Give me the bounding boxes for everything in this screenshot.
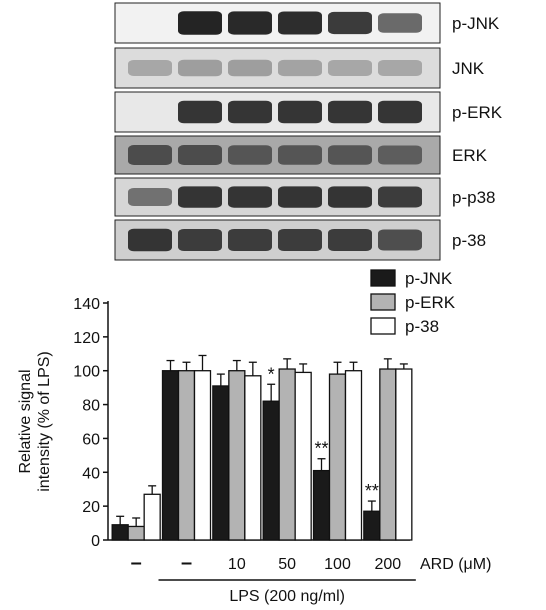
blot-band bbox=[128, 60, 172, 76]
legend-label-0: p-JNK bbox=[405, 269, 453, 288]
bar-p-jnk-1 bbox=[161, 370, 180, 541]
blot-band bbox=[378, 186, 422, 208]
blot-band bbox=[278, 229, 322, 251]
legend-swatch-0 bbox=[370, 269, 396, 287]
western-blot-panel: p-JNK JNK p-ERK ERK p-p38 p-38 bbox=[114, 2, 503, 261]
legend-swatch-2 bbox=[370, 317, 396, 335]
legend-swatch-1 bbox=[370, 293, 396, 311]
blot-band bbox=[178, 229, 222, 251]
bar-p-erk-0 bbox=[127, 525, 145, 541]
y-tick-label: 40 bbox=[82, 465, 100, 482]
y-tick-label: 120 bbox=[73, 330, 100, 347]
bar-p-38-2 bbox=[244, 375, 262, 541]
blot-band bbox=[228, 229, 272, 251]
blot-band bbox=[328, 186, 372, 208]
blot-band bbox=[278, 100, 322, 124]
bar-p-erk-1 bbox=[177, 370, 196, 541]
blot-label-4: p-p38 bbox=[452, 188, 495, 207]
significance-mark: ** bbox=[365, 481, 379, 501]
blot-band bbox=[178, 59, 222, 77]
legend-label-2: p-38 bbox=[405, 317, 439, 336]
blot-band bbox=[328, 100, 372, 124]
ard-label: ARD (μM) bbox=[420, 556, 491, 573]
blot-label-1: JNK bbox=[452, 59, 485, 78]
blot-band bbox=[278, 59, 322, 77]
blot-band bbox=[378, 60, 422, 76]
blot-band bbox=[178, 186, 222, 208]
blot-label-5: p-38 bbox=[452, 231, 486, 250]
blot-band bbox=[278, 11, 322, 35]
bar-p-jnk-4 bbox=[312, 469, 331, 541]
bar-p-erk-3 bbox=[278, 368, 296, 541]
legend-label-1: p-ERK bbox=[405, 293, 456, 312]
blot-band bbox=[328, 145, 372, 165]
blot-band bbox=[228, 59, 272, 77]
y-axis-label: Relative signal intensity (% of LPS) bbox=[17, 351, 53, 492]
blot-label-0: p-JNK bbox=[452, 14, 500, 33]
blot-band bbox=[378, 100, 422, 124]
bar-p-38-0 bbox=[143, 493, 161, 541]
x-category-label: 200 bbox=[374, 556, 401, 573]
blot-band bbox=[378, 145, 422, 165]
blot-band bbox=[328, 60, 372, 76]
blot-band bbox=[228, 11, 272, 35]
blot-band bbox=[278, 145, 322, 165]
x-category-label: 10 bbox=[228, 556, 246, 573]
bar-p-38-5 bbox=[395, 368, 413, 541]
bar-chart: 0 20 40 60 80 100 120 140 Relative signal intensi… bbox=[17, 269, 491, 605]
y-tick-label: 80 bbox=[82, 398, 100, 415]
blot-band bbox=[178, 100, 222, 124]
bar-p-jnk-2 bbox=[212, 385, 230, 541]
y-tick-label: 100 bbox=[73, 364, 100, 381]
blot-band bbox=[328, 229, 372, 251]
blot-band bbox=[128, 145, 172, 165]
significance-mark: ** bbox=[314, 439, 328, 459]
y-axis-label-line2: intensity (% of LPS) bbox=[36, 351, 53, 492]
bar-p-38-1 bbox=[193, 370, 212, 541]
y-tick-label: 60 bbox=[82, 431, 100, 448]
y-tick-label: 20 bbox=[82, 499, 100, 516]
bar-p-erk-5 bbox=[379, 368, 397, 541]
blot-band bbox=[378, 13, 422, 33]
blot-band bbox=[228, 145, 272, 165]
significance-mark: * bbox=[268, 364, 275, 384]
blot-band bbox=[328, 11, 372, 35]
blot-label-2: p-ERK bbox=[452, 103, 503, 122]
x-category-label: 100 bbox=[324, 556, 351, 573]
x-category-label: 50 bbox=[278, 556, 296, 573]
lps-label: LPS (200 ng/ml) bbox=[229, 588, 345, 605]
y-tick-label: 140 bbox=[73, 296, 100, 313]
blot-band bbox=[228, 100, 272, 124]
bar-p-erk-2 bbox=[228, 370, 246, 541]
blot-band bbox=[178, 11, 222, 35]
y-tick-label: 0 bbox=[91, 533, 100, 550]
blot-band bbox=[128, 187, 172, 207]
y-axis-label-line1: Relative signal bbox=[17, 369, 34, 473]
bar-p-38-3 bbox=[294, 371, 312, 541]
bar-p-jnk-3 bbox=[262, 400, 280, 541]
x-category-label: – bbox=[181, 552, 192, 574]
blot-band bbox=[228, 186, 272, 208]
bar-p-38-4 bbox=[344, 370, 363, 541]
blot-band bbox=[278, 186, 322, 208]
bar-p-jnk-5 bbox=[363, 510, 381, 541]
blot-label-3: ERK bbox=[452, 146, 488, 165]
x-category-label: – bbox=[131, 552, 142, 574]
blot-band bbox=[378, 229, 422, 251]
blot-band bbox=[178, 145, 222, 165]
bar-p-jnk-0 bbox=[111, 524, 129, 541]
bar-p-erk-4 bbox=[328, 373, 347, 541]
blot-band bbox=[128, 228, 172, 252]
